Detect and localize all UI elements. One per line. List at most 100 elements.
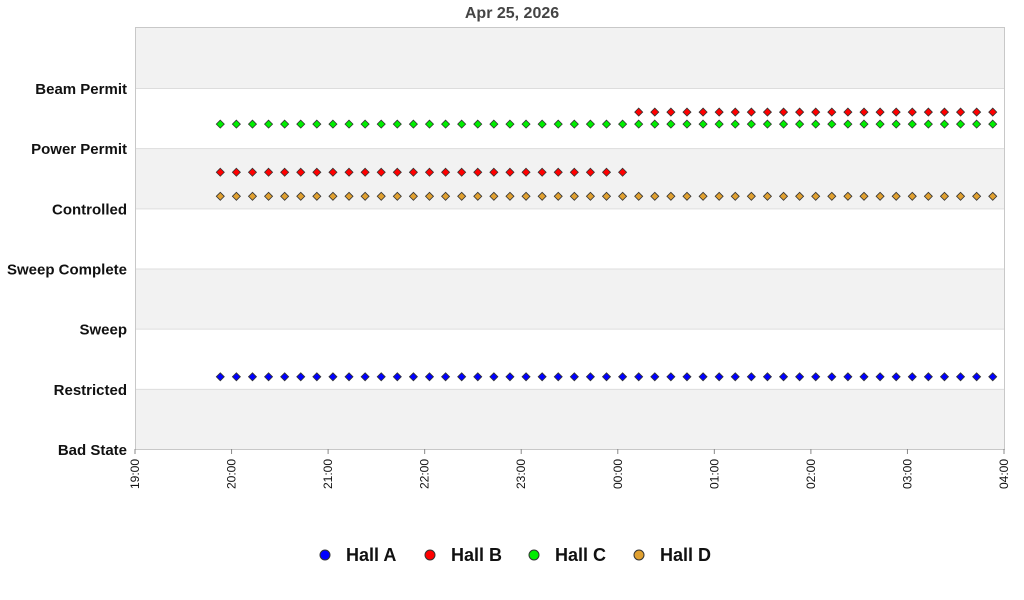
data-point bbox=[907, 119, 917, 129]
data-point bbox=[923, 372, 933, 382]
data-point bbox=[762, 107, 773, 117]
y-tick-label: Sweep Complete bbox=[7, 262, 127, 279]
data-point bbox=[569, 191, 579, 201]
data-point bbox=[859, 107, 869, 117]
data-point bbox=[618, 191, 628, 201]
y-tick-label: Sweep bbox=[79, 322, 127, 339]
data-point bbox=[811, 191, 821, 201]
data-point bbox=[955, 119, 966, 129]
data-point bbox=[553, 167, 563, 177]
data-point bbox=[360, 167, 370, 177]
data-point bbox=[537, 119, 547, 129]
plot-bands bbox=[135, 27, 1004, 449]
legend-marker bbox=[424, 549, 436, 561]
data-point bbox=[795, 372, 805, 382]
data-point bbox=[666, 107, 676, 117]
data-point bbox=[827, 107, 837, 117]
data-point bbox=[360, 191, 370, 201]
data-point bbox=[296, 372, 306, 382]
data-point bbox=[875, 119, 885, 129]
data-point bbox=[730, 107, 740, 117]
data-point bbox=[762, 119, 773, 129]
data-point bbox=[312, 119, 322, 129]
data-point bbox=[811, 107, 821, 117]
data-point bbox=[811, 372, 821, 382]
data-point bbox=[682, 191, 692, 201]
data-point bbox=[489, 167, 499, 177]
data-point bbox=[569, 119, 579, 129]
data-point bbox=[296, 191, 306, 201]
data-point bbox=[376, 372, 386, 382]
data-point bbox=[231, 167, 241, 177]
data-point bbox=[923, 191, 933, 201]
plot-band bbox=[135, 148, 1004, 209]
data-point bbox=[280, 167, 290, 177]
data-point bbox=[650, 119, 660, 129]
data-point bbox=[714, 107, 724, 117]
data-point bbox=[795, 191, 805, 201]
data-point bbox=[457, 167, 467, 177]
data-point bbox=[264, 372, 274, 382]
data-point bbox=[231, 372, 241, 382]
data-point bbox=[441, 119, 451, 129]
data-point bbox=[505, 119, 515, 129]
data-point bbox=[843, 191, 853, 201]
data-point bbox=[827, 119, 837, 129]
data-point bbox=[955, 107, 966, 117]
data-point bbox=[939, 372, 950, 382]
data-point bbox=[666, 372, 676, 382]
plot-frame bbox=[135, 27, 1005, 450]
x-tick-label: 04:00 bbox=[997, 459, 1011, 489]
x-tick-label: 00:00 bbox=[611, 459, 625, 489]
data-point bbox=[618, 167, 628, 177]
data-point bbox=[972, 372, 982, 382]
data-point bbox=[778, 119, 789, 129]
data-point bbox=[215, 119, 225, 129]
data-point bbox=[328, 372, 338, 382]
data-point bbox=[585, 167, 595, 177]
x-tick-label: 23:00 bbox=[514, 459, 528, 489]
data-point bbox=[907, 372, 917, 382]
data-point bbox=[521, 191, 531, 201]
legend-marker bbox=[633, 549, 645, 561]
data-point bbox=[843, 119, 853, 129]
data-point bbox=[247, 372, 258, 382]
data-point bbox=[344, 191, 354, 201]
y-tick-label: Beam Permit bbox=[35, 81, 127, 98]
data-point bbox=[408, 372, 418, 382]
data-point bbox=[328, 119, 338, 129]
data-point bbox=[473, 119, 483, 129]
data-point bbox=[601, 167, 612, 177]
data-point bbox=[376, 119, 386, 129]
data-point bbox=[730, 372, 740, 382]
data-point bbox=[714, 372, 724, 382]
data-point bbox=[875, 191, 885, 201]
data-point bbox=[666, 191, 676, 201]
data-point bbox=[489, 119, 499, 129]
data-point bbox=[408, 167, 418, 177]
x-tick-label: 20:00 bbox=[225, 459, 239, 489]
data-point bbox=[923, 107, 933, 117]
data-point bbox=[392, 119, 402, 129]
data-point bbox=[843, 107, 853, 117]
y-axis: Bad State Restricted Sweep Sweep Complete Co… bbox=[7, 81, 127, 459]
data-point bbox=[585, 191, 595, 201]
data-point bbox=[505, 191, 515, 201]
plot-band bbox=[135, 388, 1004, 449]
data-point bbox=[988, 372, 998, 382]
data-point bbox=[344, 167, 354, 177]
data-point bbox=[682, 372, 692, 382]
data-point bbox=[618, 119, 628, 129]
data-points bbox=[215, 107, 998, 382]
data-point bbox=[923, 119, 933, 129]
data-point bbox=[795, 107, 805, 117]
data-point bbox=[553, 191, 563, 201]
data-point bbox=[408, 191, 418, 201]
data-point bbox=[360, 119, 370, 129]
chart-title: Apr 25, 2026 bbox=[465, 5, 559, 22]
data-point bbox=[328, 167, 338, 177]
data-point bbox=[891, 372, 901, 382]
data-point bbox=[907, 107, 917, 117]
y-tick-label: Bad State bbox=[58, 442, 127, 459]
